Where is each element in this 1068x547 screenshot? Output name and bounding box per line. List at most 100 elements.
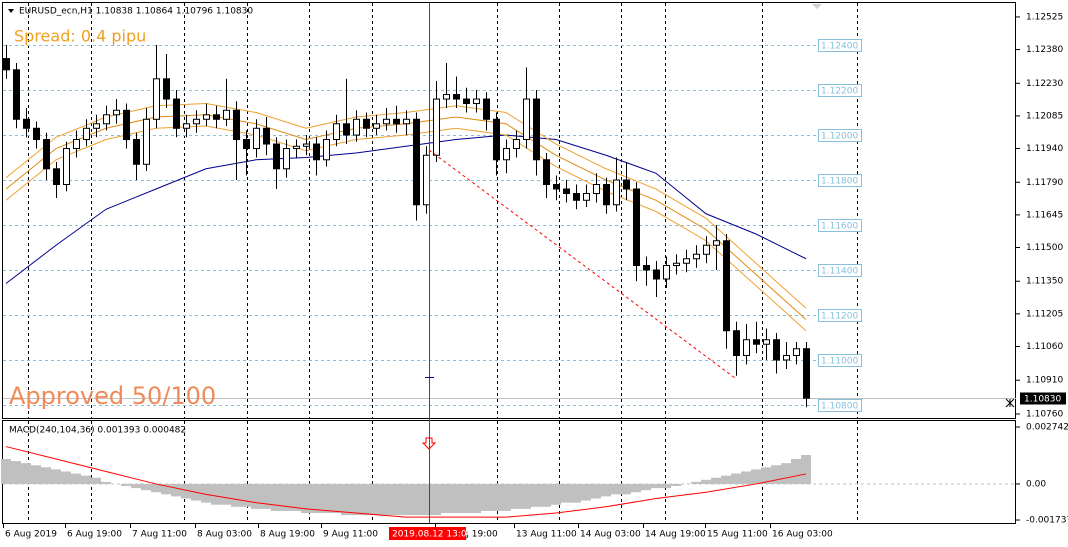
candle-body	[23, 118, 30, 129]
macd-bar	[181, 483, 191, 499]
macd-bar	[61, 471, 71, 484]
macd-bar	[331, 483, 341, 514]
y-tick-label: 1.11500	[1026, 243, 1063, 253]
macd-bar	[671, 483, 681, 487]
candle-body	[193, 118, 200, 125]
candle-body	[133, 139, 140, 165]
y-tick-label: 1.10910	[1026, 376, 1063, 386]
macd-bar	[611, 483, 621, 495]
current-price-label: 1.10830	[1024, 395, 1061, 405]
macd-bar	[391, 483, 401, 516]
candle-body	[33, 127, 40, 141]
macd-bar	[401, 483, 411, 516]
macd-bar	[31, 465, 41, 484]
macd-bar	[141, 483, 151, 491]
macd-bar	[711, 477, 721, 484]
macd-bar	[461, 483, 471, 514]
macd-bar	[621, 483, 631, 495]
candle-body	[433, 98, 440, 156]
candle-body	[423, 154, 430, 206]
menu-triangle	[8, 9, 14, 13]
candle-body	[633, 188, 640, 266]
candle-body	[353, 118, 360, 136]
time-label: 9 Aug 11:00	[323, 530, 378, 540]
macd-bar	[521, 483, 531, 509]
moving-average	[5, 134, 807, 284]
candle-body	[63, 148, 70, 186]
level-label-box	[818, 264, 862, 277]
macd-tick-label: 0.002742	[1026, 422, 1068, 432]
candle-body	[313, 143, 320, 161]
candle-body	[673, 262, 680, 266]
price-panel	[2, 2, 1016, 419]
candle-body	[273, 143, 280, 170]
symbol-header: EURUSD_ecn,H1 1.10838 1.10864 1.10796 1.…	[19, 7, 253, 17]
macd-bar	[561, 483, 571, 503]
level-label: 1.12200	[821, 87, 858, 97]
macd-bar	[241, 483, 251, 507]
candle-body	[263, 127, 270, 145]
macd-bar	[541, 483, 551, 507]
macd-bar	[11, 461, 21, 484]
candle-body	[3, 58, 10, 71]
macd-bar	[151, 483, 161, 493]
candle-body	[583, 193, 590, 201]
candle-body	[213, 114, 220, 120]
macd-bar	[511, 483, 521, 509]
level-label-box	[818, 84, 862, 97]
candle-body	[743, 339, 750, 356]
current-price-box	[1020, 392, 1066, 405]
macd-bar	[751, 469, 761, 484]
y-tick-label: 1.11060	[1026, 342, 1063, 352]
level-label-box	[818, 174, 862, 187]
macd-bar	[801, 455, 811, 484]
candle-body	[343, 123, 350, 136]
candle-body	[333, 123, 340, 141]
candle-body	[623, 179, 630, 190]
candle-body	[763, 339, 770, 345]
macd-bar	[501, 483, 511, 511]
candle-body	[283, 148, 290, 170]
level-label-box	[818, 129, 862, 142]
candle-body	[173, 98, 180, 129]
macd-signal	[5, 446, 807, 518]
macd-bar	[531, 483, 541, 507]
candle-body	[183, 123, 190, 129]
candle-body	[723, 240, 730, 332]
macd-bar	[591, 483, 601, 499]
macd-bar	[201, 483, 211, 503]
macd-bar	[351, 483, 361, 516]
candle-body	[463, 98, 470, 105]
macd-tick-label: -0.001737	[1026, 516, 1068, 526]
time-label: 6 Aug 2019	[5, 530, 57, 540]
candle-body	[153, 78, 160, 120]
time-label: 13 Aug 11:00	[516, 530, 577, 540]
level-label: 1.11000	[821, 357, 858, 367]
macd-tick-label: 0.00	[1026, 479, 1046, 489]
macd-bar	[491, 483, 501, 511]
candle-body	[443, 94, 450, 100]
time-label: 8 Aug 03:00	[197, 530, 252, 540]
y-tick-label: 1.12525	[1026, 12, 1063, 22]
macd-bar	[741, 471, 751, 484]
y-tick-label: 1.10760	[1026, 409, 1063, 419]
macd-bar	[341, 483, 351, 516]
level-label-box	[818, 309, 862, 322]
candle-body	[163, 78, 170, 100]
macd-bar	[691, 481, 701, 484]
level-label-box	[818, 219, 862, 232]
macd-bar	[481, 483, 491, 511]
time-label: 7 Aug 11:00	[132, 530, 187, 540]
macd-bar	[651, 483, 661, 489]
cursor-arrow	[421, 437, 437, 450]
shift-marker	[812, 4, 822, 9]
y-tick-label: 1.12380	[1026, 45, 1063, 55]
candle-body	[413, 118, 420, 206]
level-label: 1.12400	[821, 42, 858, 52]
macd-bar	[41, 467, 51, 484]
macd-bar	[271, 483, 281, 511]
trend-line	[428, 149, 736, 379]
candle-body	[53, 168, 60, 186]
candle-body	[483, 98, 490, 120]
spread-text: Spread: 0.4 pipu	[14, 27, 146, 46]
